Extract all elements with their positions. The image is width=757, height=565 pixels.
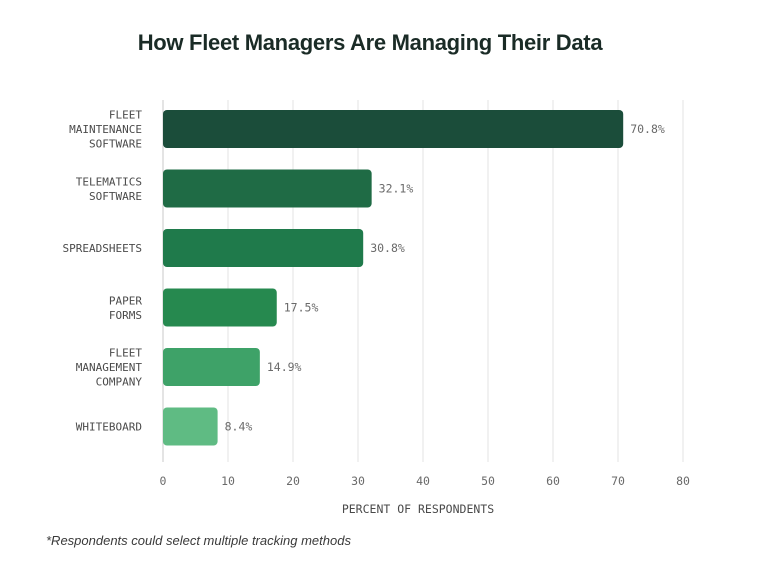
category-label: TELEMATICS SOFTWARE bbox=[76, 175, 142, 203]
value-label: 70.8% bbox=[630, 122, 665, 136]
category-label: FLEET MAINTENANCE SOFTWARE bbox=[69, 109, 142, 151]
category-labels: FLEET MAINTENANCE SOFTWARE TELEMATICS SOFTWA… bbox=[63, 109, 143, 434]
value-label: 30.8% bbox=[370, 241, 405, 255]
x-tick-label: 70 bbox=[611, 474, 625, 488]
value-label: 32.1% bbox=[379, 182, 414, 196]
bar bbox=[163, 169, 372, 208]
gridlines bbox=[162, 100, 684, 462]
value-label: 8.4% bbox=[225, 420, 253, 434]
bar bbox=[163, 288, 277, 327]
bar bbox=[163, 229, 364, 267]
x-tick-label: 80 bbox=[676, 474, 690, 488]
x-tick-label: 40 bbox=[416, 474, 430, 488]
category-label: FLEET MANAGEMENT COMPANY bbox=[76, 347, 143, 389]
x-tick-label: 60 bbox=[546, 474, 560, 488]
x-tick-label: 0 bbox=[160, 474, 167, 488]
bar bbox=[163, 110, 624, 148]
value-labels: 70.8% 32.1% 30.8% 17.5% 14.9% 8.4% bbox=[225, 122, 665, 434]
value-label: 14.9% bbox=[267, 360, 302, 374]
bars bbox=[163, 110, 624, 446]
category-label: SPREADSHEETS bbox=[63, 242, 142, 255]
category-label: WHITEBOARD bbox=[76, 421, 142, 434]
x-tick-label: 30 bbox=[351, 474, 365, 488]
x-tick-label: 20 bbox=[286, 474, 300, 488]
category-label: PAPER FORMS bbox=[109, 294, 142, 322]
x-tick-labels: 0 10 20 30 40 50 60 70 80 bbox=[160, 474, 690, 488]
x-tick-label: 50 bbox=[481, 474, 495, 488]
chart-title: How Fleet Managers Are Managing Their Da… bbox=[137, 30, 603, 55]
x-tick-label: 10 bbox=[221, 474, 235, 488]
value-label: 17.5% bbox=[284, 301, 319, 315]
footnote: *Respondents could select multiple track… bbox=[46, 533, 351, 548]
x-axis-title: PERCENT OF RESPONDENTS bbox=[342, 502, 494, 516]
bar bbox=[163, 348, 260, 386]
bar bbox=[163, 407, 218, 446]
